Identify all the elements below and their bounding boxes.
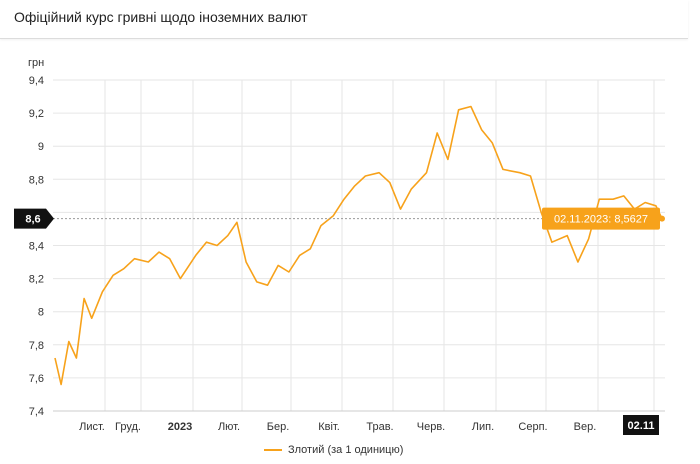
tooltip-label: 02.11.2023: 8,5627 xyxy=(554,214,648,226)
x-tick-label: Лют. xyxy=(218,421,240,433)
x-tick-label: Квіт. xyxy=(318,421,340,433)
x-tick-label: Бер. xyxy=(267,421,290,433)
y-tick-label: 8,2 xyxy=(29,274,44,286)
y-tick-label: 7,4 xyxy=(29,406,44,418)
y-marker-label: 8,6 xyxy=(25,214,40,226)
y-tick-label: 7,6 xyxy=(29,373,44,385)
y-current-marker xyxy=(14,208,54,229)
x-tick-label: 2023 xyxy=(168,421,192,433)
data-point xyxy=(659,215,665,222)
x-current-marker xyxy=(623,415,659,435)
y-tick-label: 9,2 xyxy=(29,108,44,120)
legend-label: Злотий (за 1 одиницю) xyxy=(288,444,404,456)
legend-swatch xyxy=(264,449,282,451)
x-tick-label: Вер. xyxy=(574,421,597,433)
x-tick-label: Трав. xyxy=(366,421,393,433)
legend[interactable]: Злотий (за 1 одиницю) xyxy=(264,444,403,456)
y-axis-label: грн xyxy=(28,57,44,69)
y-tick-label: 7,8 xyxy=(29,340,44,352)
chart-header: Офіційний курс гривні щодо іноземних вал… xyxy=(0,0,688,39)
y-tick-label: 8,8 xyxy=(29,174,44,186)
y-tick-label: 9,4 xyxy=(29,75,44,87)
x-tick-label: Черв. xyxy=(417,421,445,433)
y-tick-label: 9 xyxy=(38,141,44,153)
x-tick-label: Серп. xyxy=(518,421,547,433)
y-tick-label: 8,4 xyxy=(29,241,44,253)
x-tick-label: Лип. xyxy=(472,421,494,433)
chart-title: Офіційний курс гривні щодо іноземних вал… xyxy=(14,9,308,25)
series-line xyxy=(54,105,663,386)
x-tick-label: 02.11 xyxy=(628,420,655,432)
x-tick-label: Лист. xyxy=(79,421,105,433)
x-tick-label: Груд. xyxy=(115,421,141,433)
tooltip-box xyxy=(542,207,660,230)
y-tick-label: 8 xyxy=(38,307,44,319)
